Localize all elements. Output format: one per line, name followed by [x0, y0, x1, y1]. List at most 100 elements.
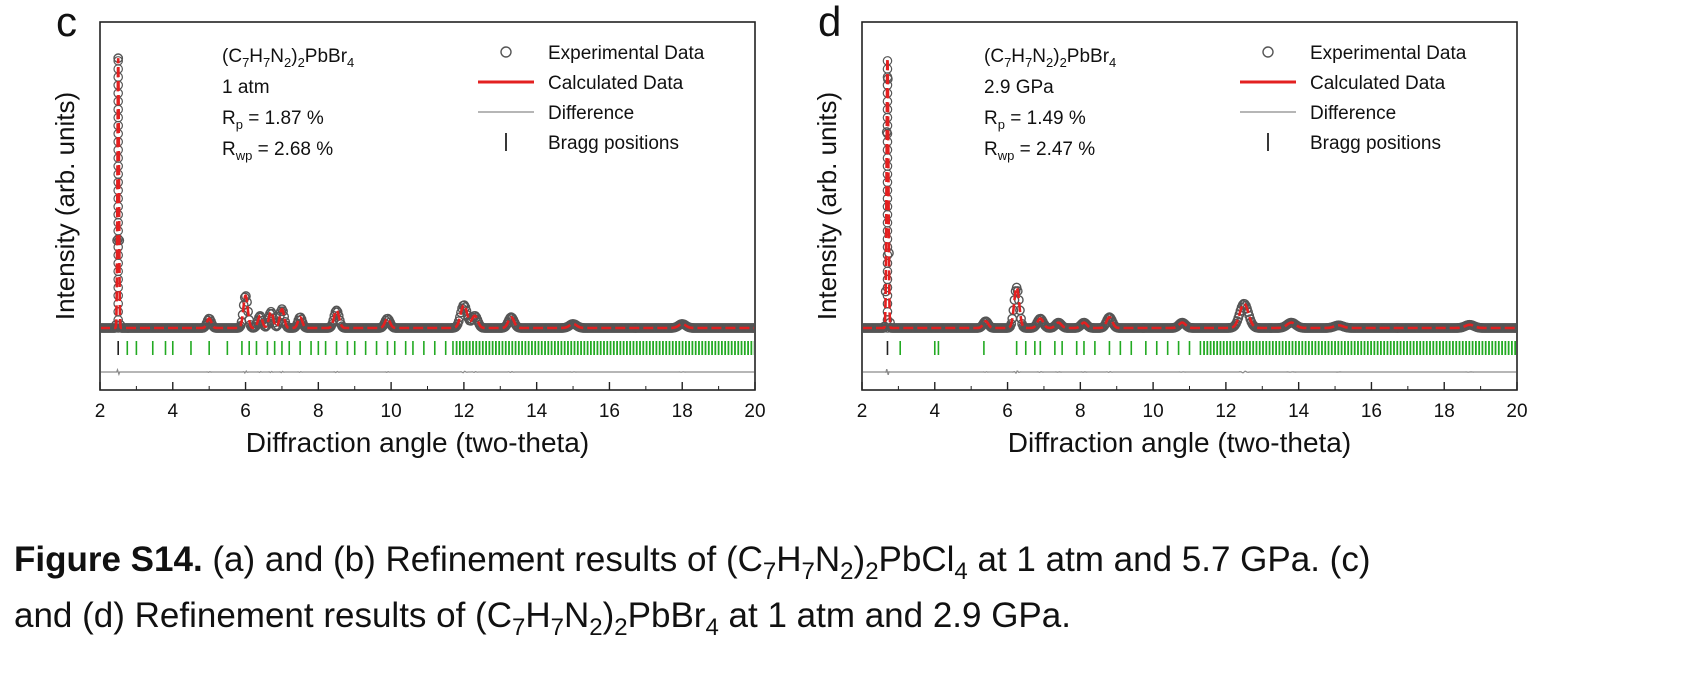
pressure-label: 1 atm: [222, 77, 270, 98]
formula-part: H: [1011, 46, 1025, 67]
calculated-data-line: [863, 58, 1516, 330]
r-value: = 1.49 %: [1005, 108, 1086, 129]
chart-legend: Experimental Data Calculated Data Differen…: [1240, 43, 1467, 154]
experimental-data-series: [863, 56, 1516, 333]
legend-entry: Difference: [1310, 103, 1396, 124]
rwp-value: Rwp = 2.47 %: [984, 139, 1095, 163]
x-tick-label: 16: [1361, 401, 1382, 422]
legend-marker-experimental: [1262, 46, 1274, 58]
experimental-point: [1035, 313, 1046, 324]
experimental-point: [113, 274, 123, 285]
r-symbol: R: [984, 108, 998, 129]
caption-text: H: [525, 596, 551, 635]
caption-subscript: 7: [801, 558, 815, 585]
formula-part: ): [1053, 46, 1059, 67]
y-axis-label: Intensity (arb. units): [50, 92, 80, 320]
r-value: = 2.47 %: [1014, 139, 1095, 160]
figure-caption: Figure S14. (a) and (b) Refinement resul…: [14, 532, 1674, 644]
panel-label: c: [56, 0, 77, 45]
chart-legend: Experimental Data Calculated Data Differen…: [478, 43, 705, 154]
r-symbol: R: [222, 139, 236, 160]
legend-entry: Calculated Data: [548, 73, 684, 94]
caption-text: at 1 atm and 5.7 GPa. (c): [967, 540, 1371, 579]
formula-subscript: 7: [1004, 55, 1011, 70]
x-tick-label: 4: [167, 401, 178, 422]
formula-subscript: 7: [263, 55, 270, 70]
formula-subscript: 7: [1025, 55, 1032, 70]
x-tick-label: 10: [1143, 401, 1164, 422]
caption-text: PbBr: [627, 596, 706, 635]
experimental-point: [451, 321, 462, 331]
formula-subscript: 2: [1046, 55, 1053, 70]
experimental-point: [453, 316, 464, 327]
chart-panel-d: d Intensity (arb. units) 2 4 6 8 10 12 14 16 18 20 D…: [812, 0, 1528, 458]
experimental-point: [1228, 321, 1239, 332]
rp-value: Rp = 1.49 %: [984, 108, 1086, 132]
caption-text: N: [563, 596, 590, 635]
x-tick-label: 2: [95, 401, 106, 422]
legend-entry: Bragg positions: [1310, 133, 1441, 154]
rwp-value: Rwp = 2.68 %: [222, 139, 333, 163]
experimental-point: [113, 282, 123, 293]
plot-area: [863, 56, 1516, 375]
r-symbol: R: [222, 108, 236, 129]
experimental-point: [882, 234, 893, 244]
bragg-positions-series: [886, 341, 1516, 355]
figure-panels: c Intensity (arb. units) 2 4 6 8 10 12 14 16 18 20 D…: [50, 0, 1528, 458]
experimental-point: [499, 322, 510, 333]
x-tick-label: 20: [1506, 401, 1527, 422]
x-tick-label: 4: [929, 401, 940, 422]
x-tick-label: 2: [857, 401, 868, 422]
formula-subscript: 4: [1109, 55, 1116, 70]
x-tick-label: 18: [1434, 401, 1455, 422]
r-subscript: wp: [997, 148, 1015, 163]
caption-subscript: 7: [550, 614, 564, 641]
rp-value: Rp = 1.87 %: [222, 108, 324, 132]
panel-label: d: [818, 0, 841, 45]
caption-line-2: and (d) Refinement results of (C7H7N2)2P…: [14, 588, 1674, 644]
pressure-label: 2.9 GPa: [984, 77, 1054, 98]
y-axis-label: Intensity (arb. units): [812, 92, 842, 320]
formula-part: H: [249, 46, 263, 67]
caption-subscript: 4: [954, 558, 968, 585]
caption-line-1: Figure S14. (a) and (b) Refinement resul…: [14, 532, 1674, 588]
legend-entry: Difference: [548, 103, 634, 124]
compound-formula: (C7H7N2)2PbBr4: [222, 46, 354, 70]
legend-entry: Experimental Data: [1310, 43, 1467, 64]
x-tick-label: 12: [1215, 401, 1236, 422]
calculated-data-line: [101, 58, 754, 330]
experimental-point: [271, 321, 282, 332]
formula-part: ): [291, 46, 297, 67]
x-tick-label: 16: [599, 401, 620, 422]
formula-part: N: [1032, 46, 1046, 67]
formula-subscript: 2: [1060, 55, 1067, 70]
legend-entry: Experimental Data: [548, 43, 705, 64]
caption-text: ): [602, 596, 615, 635]
experimental-point: [882, 242, 893, 252]
experimental-point: [239, 292, 250, 303]
experimental-point: [882, 250, 893, 260]
bragg-positions-series: [117, 341, 754, 355]
caption-subscript: 7: [511, 614, 526, 641]
formula-subscript: 2: [298, 55, 305, 70]
experimental-point: [331, 305, 342, 316]
experimental-point: [1239, 299, 1250, 309]
x-tick-label: 14: [526, 401, 548, 422]
caption-subscript: 7: [762, 558, 777, 585]
x-tick-label: 12: [453, 401, 474, 422]
formula-subscript: 2: [284, 55, 291, 70]
caption-text: at 1 atm and 2.9 GPa.: [718, 596, 1071, 635]
experimental-point: [882, 226, 893, 236]
plot-area: [101, 53, 754, 377]
experimental-point: [278, 306, 288, 317]
experimental-point: [255, 310, 266, 321]
difference-line: [863, 369, 1516, 375]
caption-subscript: 2: [614, 614, 628, 641]
caption-label: Figure S14.: [14, 540, 203, 579]
r-subscript: wp: [235, 148, 253, 163]
caption-text: PbCl: [878, 540, 955, 579]
x-tick-label: 20: [744, 401, 765, 422]
experimental-point: [882, 266, 893, 277]
r-symbol: R: [984, 139, 998, 160]
experimental-data-series: [101, 53, 754, 333]
